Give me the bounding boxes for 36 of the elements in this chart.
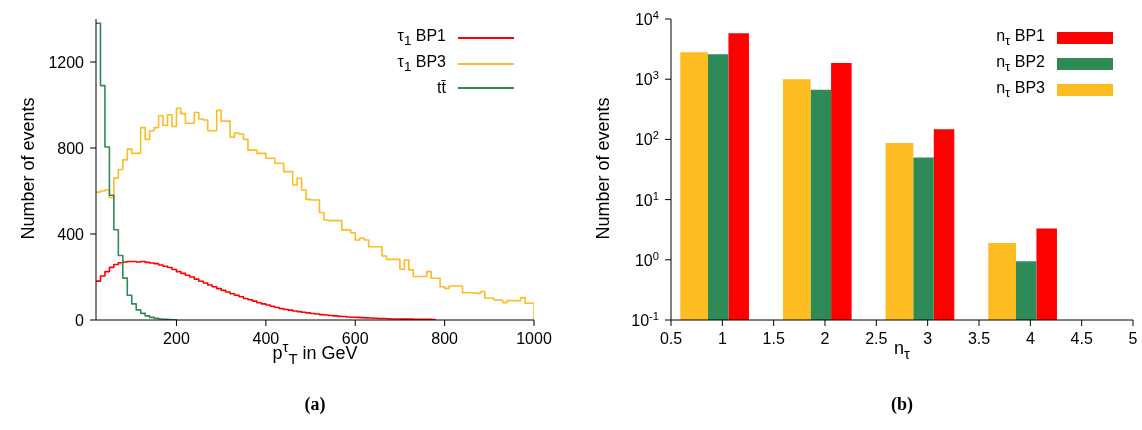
x-tick-label: 3 [923, 330, 933, 347]
y-tick-label: 10$^{2}$ [634, 129, 659, 149]
y-tick-label: 400 [57, 226, 85, 243]
x-tick-label: 200 [163, 330, 190, 347]
y-axis-title: Number of events [592, 95, 614, 242]
x-axis-title: n$_{τ}$ [894, 338, 910, 362]
y-tick-label: 10$^{0}$ [634, 249, 659, 269]
x-tick-label: 1000 [516, 330, 552, 347]
y-axis-title: Number of events [17, 95, 39, 242]
legend-label: τ$_{1}$ BP1 [397, 26, 446, 51]
y-tick-label: 1200 [48, 54, 85, 71]
x-tick-label: 1 [717, 330, 727, 347]
legend-label: τ$_{1}$ BP3 [397, 52, 446, 77]
x-tick-label: 4 [1025, 330, 1035, 347]
x-tick-label: 2.5 [865, 330, 888, 347]
text: (a) [303, 394, 327, 415]
x-tick-label: 1.5 [762, 330, 785, 347]
y-tick-label: 10$^{-1}$ [631, 310, 659, 329]
x-tick-label: 800 [431, 330, 459, 347]
y-tick-label: 800 [57, 140, 85, 157]
x-tick-label: 5 [1128, 330, 1138, 347]
y-tick-label: 0 [75, 312, 85, 329]
legend-label: tt̄ [437, 78, 446, 99]
legend-label: n$_{τ}$ BP3 [996, 78, 1045, 103]
y-tick-label: 10$^{4}$ [634, 9, 659, 28]
text: (b) [890, 394, 914, 415]
x-tick-label: 4.5 [1070, 330, 1093, 347]
y-tick-label: 10$^{1}$ [634, 189, 659, 209]
x-tick-label: 600 [341, 330, 369, 347]
legend-label: n$_{τ}$ BP2 [996, 52, 1045, 77]
y-tick-label: 10$^{3}$ [634, 69, 659, 89]
legend-label: n$_{τ}$ BP1 [996, 26, 1045, 51]
x-tick-label: 400 [252, 330, 280, 347]
x-tick-label: 3.5 [967, 330, 991, 347]
x-tick-label: 0.5 [659, 330, 683, 347]
x-tick-label: 2 [820, 330, 830, 347]
